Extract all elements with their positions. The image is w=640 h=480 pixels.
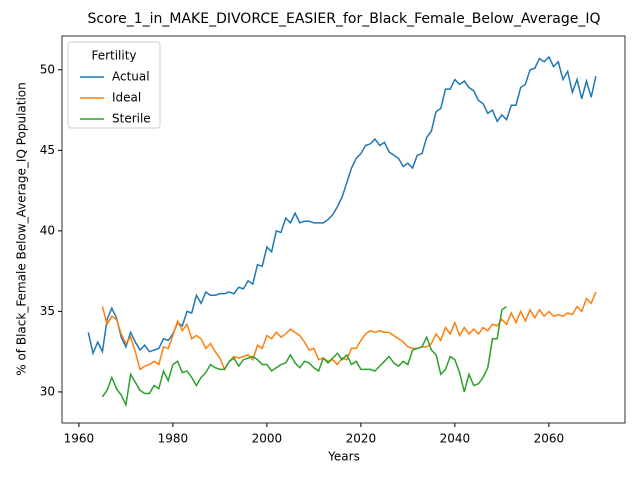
y-tick-label: 30 xyxy=(40,384,55,398)
chart-title: Score_1_in_MAKE_DIVORCE_EASIER_for_Black… xyxy=(88,11,601,27)
y-tick-label: 50 xyxy=(40,62,55,76)
x-tick-label: 2020 xyxy=(346,432,377,446)
y-tick-label: 40 xyxy=(40,223,55,237)
y-tick-label: 45 xyxy=(40,143,55,157)
legend-label: Ideal xyxy=(112,91,141,105)
plot-frame xyxy=(61,35,626,424)
legend-title: Fertility xyxy=(91,49,136,63)
x-axis-label: Years xyxy=(327,450,360,464)
legend-box xyxy=(67,41,161,129)
y-axis-label: % of Black_Female Below_Average_IQ Popul… xyxy=(15,82,29,376)
x-tick-label: 2060 xyxy=(534,432,565,446)
line-series xyxy=(87,55,597,356)
line-series xyxy=(101,305,507,408)
line-series xyxy=(101,291,597,372)
x-tick-label: 1980 xyxy=(158,432,189,446)
y-tick-label: 35 xyxy=(40,304,55,318)
legend-label: Sterile xyxy=(112,112,151,126)
x-tick-label: 2000 xyxy=(252,432,283,446)
legend-label: Actual xyxy=(112,70,150,84)
x-tick-label: 1960 xyxy=(64,432,95,446)
x-tick-label: 2040 xyxy=(440,432,471,446)
